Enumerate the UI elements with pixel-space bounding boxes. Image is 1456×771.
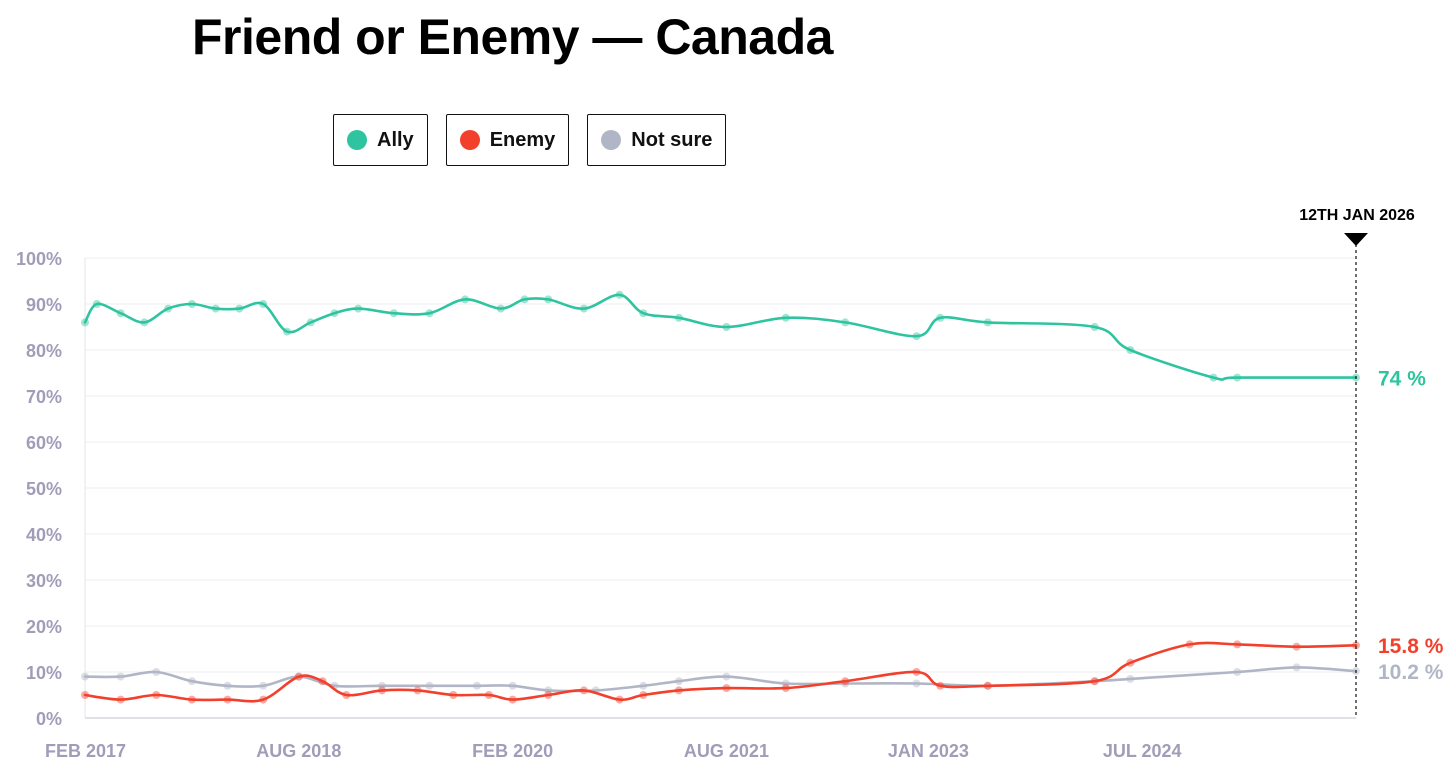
x-tick-label: FEB 2020 bbox=[472, 741, 553, 761]
x-tick-label: AUG 2018 bbox=[256, 741, 341, 761]
not-sure-dot-icon bbox=[601, 130, 622, 150]
y-tick-label: 0% bbox=[36, 709, 62, 729]
y-tick-label: 80% bbox=[26, 341, 62, 361]
enemy-end-label: 15.8 % bbox=[1378, 635, 1444, 658]
series-enemy bbox=[81, 640, 1360, 704]
series-ally bbox=[81, 290, 1360, 382]
gridlines bbox=[85, 257, 1356, 673]
legend-item-not-sure[interactable]: Not sure bbox=[587, 114, 727, 166]
y-axis-ticks: 0% 10% 20% 30% 40% 50% 60% 70% 80% 90% 100% bbox=[16, 249, 62, 729]
enemy-dot-icon bbox=[459, 130, 480, 150]
date-marker-arrow-icon bbox=[1344, 233, 1368, 246]
legend-label: Enemy bbox=[489, 128, 556, 151]
y-tick-label: 60% bbox=[26, 433, 62, 453]
x-axis-ticks: FEB 2017 AUG 2018 FEB 2020 AUG 2021 JAN 2023… bbox=[45, 741, 1182, 761]
legend-item-enemy[interactable]: Enemy bbox=[445, 114, 570, 166]
legend-label: Ally bbox=[377, 128, 414, 151]
ally-dot-icon bbox=[347, 130, 367, 150]
series-group bbox=[81, 290, 1360, 704]
x-tick-label: AUG 2021 bbox=[684, 741, 769, 761]
series-not-sure bbox=[81, 663, 1360, 695]
ally-end-label: 74 % bbox=[1378, 368, 1426, 391]
y-tick-label: 10% bbox=[26, 663, 62, 683]
series-line-enemy bbox=[83, 641, 1358, 703]
y-tick-label: 20% bbox=[26, 617, 62, 637]
series-line-ally bbox=[83, 293, 1358, 381]
y-tick-label: 100% bbox=[16, 249, 62, 269]
chart-title: Friend or Enemy — Canada bbox=[192, 9, 833, 65]
y-tick-label: 90% bbox=[26, 295, 62, 315]
legend-label: Not sure bbox=[631, 128, 713, 151]
y-tick-label: 40% bbox=[26, 525, 62, 545]
legend: Ally Enemy Not sure bbox=[333, 114, 727, 166]
y-tick-label: 70% bbox=[26, 387, 62, 407]
y-tick-label: 30% bbox=[26, 571, 62, 591]
x-tick-label: FEB 2017 bbox=[45, 741, 126, 761]
legend-item-ally[interactable]: Ally bbox=[333, 114, 428, 166]
not-sure-end-label: 10.2 % bbox=[1378, 661, 1444, 684]
x-tick-label: JUL 2024 bbox=[1103, 741, 1182, 761]
x-tick-label: JAN 2023 bbox=[888, 741, 969, 761]
y-tick-label: 50% bbox=[26, 479, 62, 499]
date-marker-label: 12TH JAN 2026 bbox=[1299, 207, 1415, 224]
